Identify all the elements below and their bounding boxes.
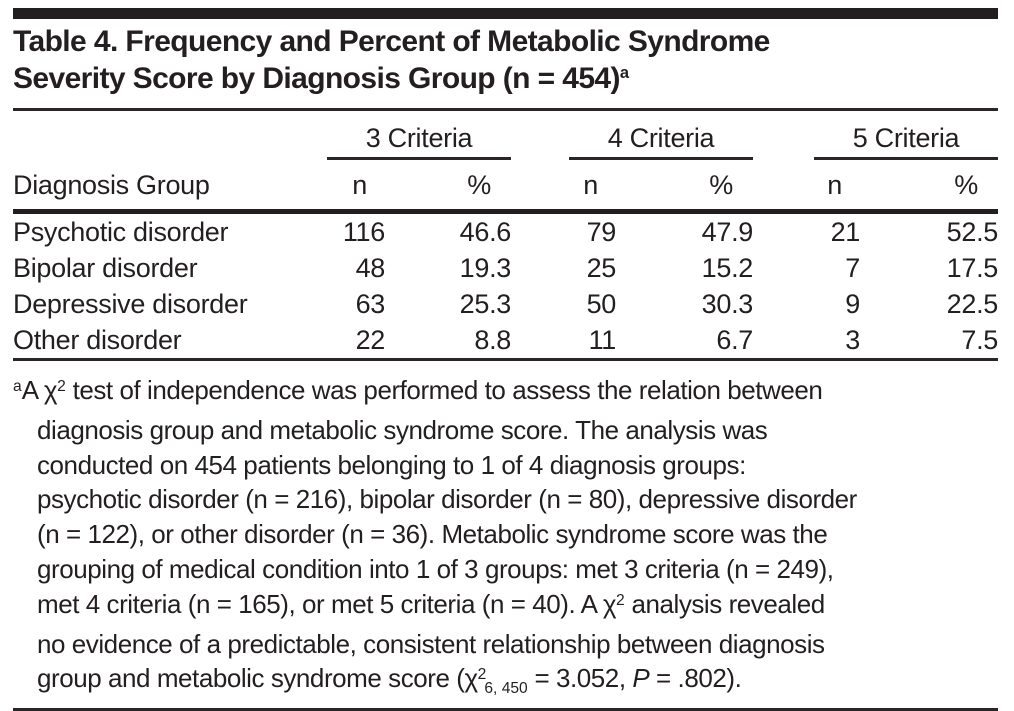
group-header-4-criteria: 4 Criteria (569, 123, 753, 160)
value-cell: 3 (845, 324, 860, 355)
footnote-line-3: conducted on 454 patients belonging to 1… (13, 448, 998, 483)
value-cell: 22 (355, 324, 386, 355)
text-segment: group and metabolic syndrome score (χ (37, 663, 478, 694)
text-segment: Table 4. Frequency and Percent of Metabo… (13, 25, 770, 58)
n-column-header-1: n (323, 160, 385, 214)
criteria-group-cell-2: 4 Criteria (511, 111, 753, 160)
n-column-header-3: n (753, 160, 860, 214)
value-cell: 17.5 (946, 252, 999, 283)
value-cell: 30.3 (701, 288, 754, 319)
text-segment: analysis revealed (624, 588, 825, 619)
value-cell: 11 (588, 324, 617, 355)
footnote-line-1: aA χ2 test of independence was performed… (13, 373, 998, 413)
n-column-header-2: n (511, 160, 616, 214)
text-segment: A χ (21, 375, 58, 405)
diagnosis-group-cell: Depressive disorder (13, 288, 248, 319)
percent-column-header-3: % (860, 160, 998, 214)
superscript: 2 (616, 591, 625, 609)
percent-column-header-2: % (616, 160, 753, 214)
value-cell: 22.5 (946, 288, 999, 319)
text-segment: diagnosis group and metabolic syndrome s… (37, 414, 768, 445)
value-cell: 9 (845, 288, 860, 319)
table-footnote: aA χ2 test of independence was performed… (13, 373, 998, 701)
footnote-line-2: diagnosis group and metabolic syndrome s… (13, 413, 998, 448)
value-cell: 63 (355, 288, 386, 319)
table-row: Bipolar disorder 48 19.3 25 15.2 7 17.5 (13, 250, 998, 286)
value-cell: 52.5 (946, 216, 999, 247)
table-row: Other disorder 22 8.8 11 6.7 3 7.5 (13, 322, 998, 360)
text-segment: P (632, 663, 650, 694)
table-row: Depressive disorder 63 25.3 50 30.3 9 22.5 (13, 286, 998, 322)
value-cell: 25 (586, 252, 617, 283)
footnote-line-8: no evidence of a predictable, consistent… (13, 627, 998, 662)
text-segment: (n = 122), or other disorder (n = 36). M… (37, 519, 828, 550)
subscript: 6, 450 (484, 680, 528, 698)
top-rule-bar (13, 8, 998, 19)
title-line-1: Table 4. Frequency and Percent of Metabo… (13, 23, 998, 60)
criteria-group-cell-3: 5 Criteria (753, 111, 998, 160)
title-line-2: Severity Score by Diagnosis Group (n = 4… (13, 60, 998, 102)
frequency-table: 3 Criteria 4 Criteria 5 Criteria Diagnos… (13, 111, 998, 361)
value-cell: 6.7 (716, 324, 753, 355)
footnote-line-7: met 4 criteria (n = 165), or met 5 crite… (13, 587, 998, 627)
value-cell: 50 (586, 288, 617, 319)
blank-stub-cell (13, 111, 323, 160)
footnote-line-9: group and metabolic syndrome score (χ26,… (13, 661, 998, 701)
value-cell: 19.3 (459, 252, 512, 283)
value-cell: 116 (342, 216, 385, 247)
value-cell: 79 (586, 216, 617, 247)
text-segment: grouping of medical condition into 1 of … (37, 553, 834, 584)
value-cell: 21 (830, 216, 861, 247)
value-cell: 8.8 (474, 324, 511, 355)
superscript: 2 (57, 378, 66, 395)
value-cell: 25.3 (459, 288, 512, 319)
table-body: Psychotic disorder 116 46.6 79 47.9 21 52.5 Bip… (13, 212, 998, 360)
diagnosis-group-cell: Other disorder (13, 324, 182, 355)
value-cell: 46.6 (459, 216, 512, 247)
column-header-row: Diagnosis Group n % n % n % (13, 160, 998, 214)
superscript: 2 (477, 666, 487, 684)
value-cell: 7.5 (961, 324, 998, 355)
table-title: Table 4. Frequency and Percent of Metabo… (13, 19, 998, 111)
text-segment: = .802). (649, 663, 742, 694)
text-segment: no evidence of a predictable, consistent… (37, 628, 825, 659)
group-header-3-criteria: 3 Criteria (327, 123, 511, 160)
value-cell: 15.2 (701, 252, 754, 283)
table-row: Psychotic disorder 116 46.6 79 47.9 21 52.5 (13, 212, 998, 251)
diagnosis-group-cell: Bipolar disorder (13, 252, 198, 283)
text-segment: psychotic disorder (n = 216), bipolar di… (37, 484, 857, 515)
diagnosis-group-cell: Psychotic disorder (13, 216, 229, 247)
criteria-group-header-row: 3 Criteria 4 Criteria 5 Criteria (13, 111, 998, 160)
text-segment: met 4 criteria (n = 165), or met 5 crite… (37, 588, 617, 619)
text-segment: test of independence was performed to as… (65, 375, 823, 405)
text-segment: Severity Score by Diagnosis Group (n = 4… (13, 62, 621, 95)
footnote-line-5: (n = 122), or other disorder (n = 36). M… (13, 517, 998, 552)
footnote-line-6: grouping of medical condition into 1 of … (13, 552, 998, 587)
diagnosis-group-header: Diagnosis Group (13, 160, 323, 214)
percent-column-header-1: % (385, 160, 511, 214)
value-cell: 47.9 (701, 216, 754, 247)
text-segment: = 3.052, (527, 663, 633, 694)
superscript: a (619, 64, 630, 82)
superscript: a (13, 378, 22, 395)
criteria-group-cell-1: 3 Criteria (323, 111, 511, 160)
value-cell: 7 (845, 252, 860, 283)
text-segment: conducted on 454 patients belonging to 1… (37, 449, 746, 480)
value-cell: 48 (355, 252, 386, 283)
group-header-5-criteria: 5 Criteria (814, 123, 998, 160)
footnote-line-4: psychotic disorder (n = 216), bipolar di… (13, 482, 998, 517)
